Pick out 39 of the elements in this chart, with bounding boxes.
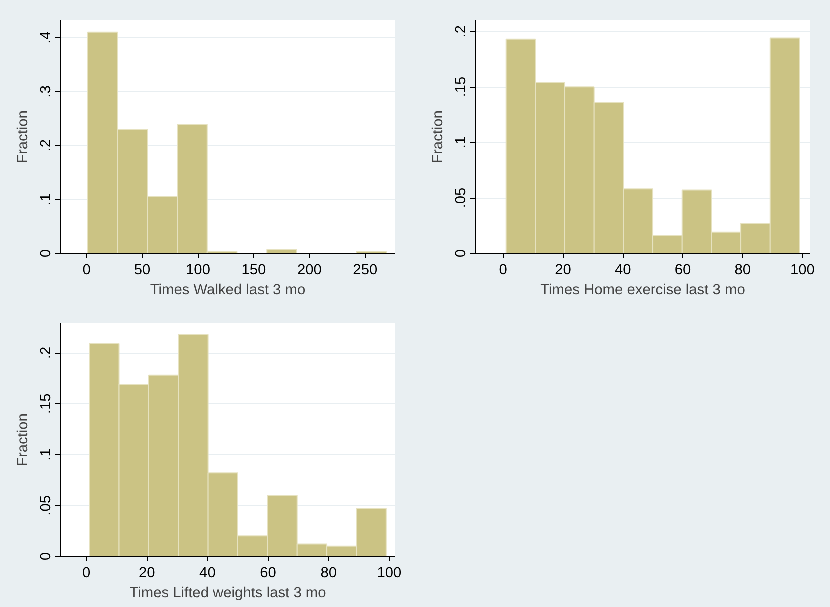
x-axis-title: Times Home exercise last 3 mo	[540, 282, 746, 298]
y-tick-label: .2	[38, 140, 54, 152]
y-tick-label: .2	[38, 346, 54, 360]
x-tick-label: 80	[320, 566, 338, 582]
x-tick-label: 80	[734, 262, 752, 278]
y-tick-label: .4	[38, 32, 54, 44]
x-tick-label: 100	[790, 262, 815, 278]
x-tick-label: 40	[614, 262, 632, 278]
x-axis-title: Times Walked last 3 mo	[150, 282, 306, 298]
y-axis-title: Fraction	[16, 414, 32, 466]
y-tick-label: .1	[454, 136, 470, 149]
x-tick-label: 100	[377, 566, 402, 582]
y-tick-label: 0	[454, 249, 470, 258]
y-tick-label: .2	[454, 25, 470, 38]
y-tick-label: .05	[38, 495, 54, 516]
x-tick-label: 250	[353, 262, 378, 278]
x-axis-title: Times Lifted weights last 3 mo	[130, 586, 326, 602]
y-axis-title: Fraction	[16, 110, 32, 164]
x-tick-label: 60	[260, 566, 276, 582]
x-tick-label: 60	[674, 262, 692, 278]
x-tick-label: 150	[242, 262, 266, 278]
x-tick-label: 100	[186, 262, 210, 278]
x-tick-label: 40	[200, 566, 216, 582]
y-tick-label: .15	[38, 394, 54, 414]
x-tick-label: 0	[82, 566, 91, 582]
y-axis-title: Fraction	[430, 110, 446, 164]
y-tick-label: 0	[38, 552, 54, 561]
y-tick-label: .05	[454, 188, 470, 208]
y-tick-label: 0	[38, 249, 54, 258]
x-tick-label: 20	[555, 262, 572, 278]
y-tick-label: .3	[38, 86, 54, 98]
x-tick-label: 50	[134, 262, 151, 278]
x-tick-label: 200	[297, 262, 322, 278]
x-tick-label: 20	[138, 566, 156, 582]
x-tick-label: 0	[82, 262, 91, 278]
y-tick-label: .1	[38, 193, 54, 206]
y-tick-label: .15	[454, 76, 470, 98]
x-tick-label: 0	[499, 262, 508, 278]
y-tick-label: .1	[38, 448, 54, 461]
